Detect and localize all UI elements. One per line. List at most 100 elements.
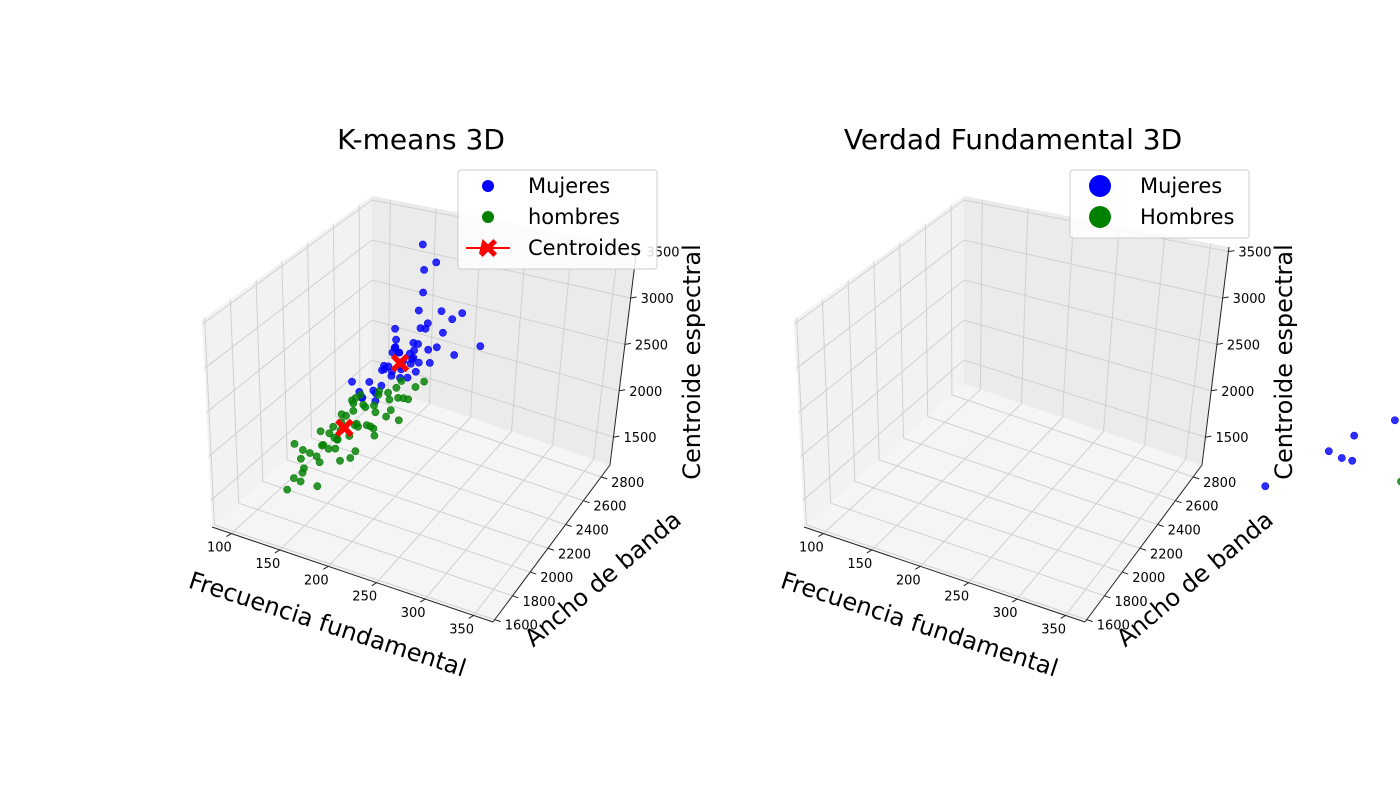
z-tick-mark: [1222, 296, 1229, 299]
z-axis-line: [1201, 246, 1230, 466]
y-tick-mark: [1192, 476, 1200, 480]
legend-marker-hombres: [1089, 206, 1111, 228]
point-mujeres: [1350, 431, 1359, 440]
point-hombres: [283, 485, 292, 494]
grid-line-x: [968, 225, 1120, 584]
point-mujeres: [448, 315, 457, 324]
point-hombres: [290, 439, 299, 448]
grid-line-y: [307, 242, 566, 525]
grid-line-x: [823, 199, 983, 534]
point-hombres: [370, 431, 379, 440]
y-tick-mark: [583, 500, 590, 504]
point-hombres: [384, 388, 392, 397]
point-mujeres: [414, 306, 423, 315]
point-mujeres: [419, 288, 427, 297]
pane-left: [202, 196, 372, 527]
z-tick-mark: [624, 342, 632, 345]
x-tick-label: 150: [847, 557, 872, 572]
point-mujeres: [438, 328, 447, 337]
grid-line-y: [821, 299, 1105, 597]
y-tick-mark: [530, 571, 537, 575]
chart-0: 100 150 200 250 300 350 1600 1800 2000 2200 2400 26…: [185, 123, 706, 682]
point-mujeres: [418, 240, 427, 249]
x-tick-label: 250: [944, 590, 969, 605]
point-hombres: [411, 383, 420, 391]
legend-marker-mujeres: [482, 180, 494, 192]
y-tick-mark: [1175, 500, 1182, 504]
x-tick-label: 200: [304, 573, 329, 588]
grid-line-x: [1065, 243, 1212, 616]
x-tick-mark: [866, 549, 873, 554]
z-tick-label: 2000: [629, 385, 662, 400]
point-mujeres: [348, 377, 356, 386]
point-hombres: [386, 406, 395, 414]
point-hombres: [329, 422, 338, 431]
grid-line-y: [847, 280, 1123, 573]
chart-1: 100 150 200 250 300 350 1600 1800 2000 2200 2400 26…: [777, 123, 1400, 682]
point-hombres: [298, 446, 307, 454]
grid-line-y: [204, 318, 495, 621]
x-tick-label: 100: [207, 541, 232, 556]
point-mujeres: [411, 367, 420, 376]
plot-points: [1261, 416, 1400, 491]
point-hombres: [325, 429, 334, 438]
x-axis-line: [211, 526, 494, 623]
legend-marker-mujeres: [1089, 175, 1111, 197]
point-mujeres: [1324, 447, 1333, 456]
grid-line-x: [424, 234, 574, 600]
y-tick-label: 1600: [1097, 619, 1130, 634]
pane-floor: [804, 384, 1202, 622]
grid-line-z: [208, 319, 620, 457]
y-tick-label: 1800: [1115, 595, 1148, 610]
point-hombres: [359, 400, 368, 409]
point-hombres: [342, 411, 350, 420]
z-axis-line: [609, 246, 638, 466]
point-hombres: [394, 416, 403, 425]
legend-label-centroides: Centroides: [528, 236, 641, 260]
x-tick-mark: [1060, 615, 1066, 619]
point-mujeres: [437, 307, 446, 315]
grid-line-z: [210, 359, 614, 501]
legend-label-mujeres: Mujeres: [1140, 174, 1222, 198]
grid-line-x: [473, 243, 620, 616]
point-mujeres: [424, 345, 433, 354]
point-mujeres: [409, 353, 418, 362]
z-tick-mark: [613, 435, 620, 438]
x-tick-label: 350: [449, 622, 474, 637]
x-tick-mark: [419, 598, 426, 603]
point-hombres: [346, 454, 355, 462]
y-tick-mark: [547, 547, 555, 551]
point-mujeres: [391, 324, 399, 333]
x-tick-label: 150: [255, 557, 280, 572]
point-hombres: [289, 474, 298, 482]
y-tick-mark: [1157, 523, 1164, 527]
point-hombres: [316, 427, 325, 436]
point-mujeres: [1348, 456, 1357, 465]
point-hombres: [1397, 477, 1400, 486]
y-tick-label: 1800: [523, 595, 556, 610]
grid-line-z: [206, 279, 626, 413]
grid-line-y: [924, 224, 1176, 502]
y-tick-label: 2200: [1150, 547, 1183, 562]
y-tick-label: 2400: [576, 523, 609, 538]
z-tick-mark: [1205, 435, 1212, 438]
point-hombres: [333, 435, 342, 444]
point-hombres: [305, 449, 314, 457]
x-tick-mark: [963, 582, 969, 587]
z-tick-mark: [1216, 342, 1224, 345]
legend-marker-hombres: [482, 211, 494, 223]
legend-marker-centroides: [479, 239, 497, 257]
z-tick-label: 2500: [635, 338, 668, 353]
y-tick-mark: [600, 476, 608, 480]
point-hombres: [404, 395, 412, 404]
centroid-marker: [390, 353, 410, 373]
legend: Mujeres hombres Centroides: [457, 169, 658, 270]
chart-title: Verdad Fundamental 3D: [844, 123, 1182, 156]
y-tick-label: 2000: [1132, 571, 1165, 586]
centroid-marker: [334, 418, 354, 438]
point-hombres: [362, 421, 371, 429]
point-mujeres: [425, 358, 434, 367]
grid-line-x: [279, 208, 437, 551]
y-tick-mark: [494, 619, 501, 623]
